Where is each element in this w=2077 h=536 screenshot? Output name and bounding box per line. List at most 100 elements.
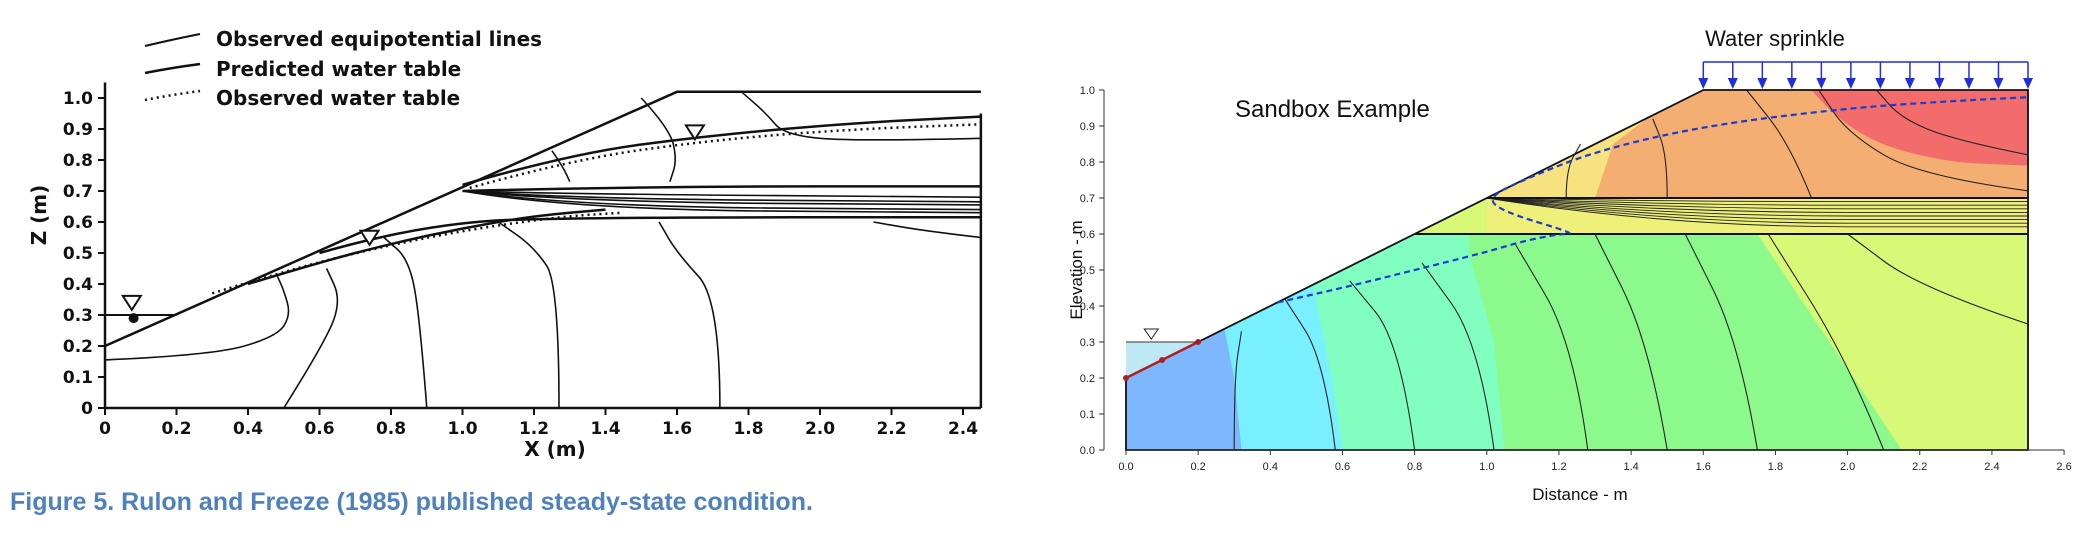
layer-bottom-line [319,216,981,255]
y-tick-label: 0.8 [1080,157,1095,169]
sprinkle-arrowhead-icon [1786,78,1797,89]
water-level-marker-icon [358,229,381,247]
right-plot-area: 0.0 0.2 0.4 0.6 0.8 1.0 1.2 1.4 1.6 1.8 2.0 2.2 2.4 2… [1067,26,2072,504]
y-tick-label: 0.9 [1080,121,1095,133]
sprinkle-arrowhead-icon [1963,78,1974,89]
x-tick-label: 0.2 [161,419,191,439]
x-tick-label: 2.2 [876,419,906,439]
contour-line [1767,233,1885,451]
contour-line [1421,262,1495,451]
y-tick-label: 0.0 [1080,445,1095,457]
y-tick-label: 0.3 [63,306,93,326]
left-legend: Observed equipotential lines Predicted wa… [144,27,542,110]
x-tick-label: 1.4 [590,419,620,439]
sprinkle-arrows [1698,61,2033,89]
y-tick-label: 0.1 [1080,409,1095,421]
y-tick-label: 0.2 [63,337,93,357]
sprinkle-arrowhead-icon [1993,78,2004,89]
equipotential-line [551,150,571,183]
y-tick-label: 0.4 [1080,301,1095,313]
band-fill [1811,90,2028,166]
contour-line [1515,244,1589,451]
equipotential-line [383,236,428,409]
equipotential-line [640,97,676,182]
equipotential-line [497,221,560,409]
perched-layer-line [462,190,981,214]
seepage-node [1123,375,1129,381]
x-axis-title: X (m) [524,437,586,461]
y-tick-label: 0.4 [63,275,93,295]
contour-line [1284,298,1336,451]
contour-line [1594,233,1668,451]
equipotential-line [740,91,981,141]
sprinkle-arrowhead-icon [1845,78,1856,89]
y-tick-label: 0.2 [1080,373,1095,385]
sprinkle-arrowhead-icon [1904,78,1915,89]
chart-title: Sandbox Example [1235,96,1430,123]
contour-line [1349,280,1416,451]
left-chart-svg: 0 0.2 0.4 0.6 0.8 1.0 1.2 1.4 1.6 1.8 2.0 2.2 2.4 0 0.… [27,27,983,461]
perched-layer-line [462,190,981,206]
y-tick-label: 0.5 [63,244,93,264]
x-tick-label: 1.2 [1551,461,1566,473]
contour-line [1233,331,1243,451]
x-tick-label: 1.8 [733,419,763,439]
layer-contour-line [1486,197,2028,221]
x-tick-label: 0 [99,419,111,439]
y-tick-label: 0 [81,399,93,419]
y-tick-label: 0.1 [63,368,93,388]
water-level-marker-icon [120,294,143,312]
y-tick-label: 1.0 [63,89,93,109]
water-level-marker-icon [1143,328,1160,340]
x-tick-label: 1.4 [1623,461,1638,473]
y-tick-label: 0.8 [63,151,93,171]
sprinkle-arrowhead-icon [1875,78,1886,89]
sprinkle-arrowhead-icon [1816,78,1827,89]
y-tick-label: 0.5 [1080,265,1095,277]
x-tick-label: 0.8 [1407,461,1422,473]
x-tick-label: 1.2 [519,419,549,439]
x-tick-label: 0.4 [1263,461,1278,473]
legend-label: Observed water table [216,86,460,110]
x-tick-label: 0.6 [304,419,334,439]
seepage-node [1159,357,1166,363]
pond-point-marker [128,313,139,324]
y-axis-title: Z (m) [27,185,51,246]
observed-water-table [211,211,624,295]
water-level-marker-icon [684,124,706,142]
predicted-water-table-upper [462,115,981,187]
y-tick-label: 0.6 [1080,229,1095,241]
contour-line [1876,89,2029,156]
sprinkle-arrowhead-icon [1698,78,1709,89]
layer-top-line [462,185,981,193]
x-tick-label: 2.2 [1912,461,1927,473]
x-tick-label: 2.0 [1840,461,1855,473]
left-plot-area: 0 0.2 0.4 0.6 0.8 1.0 1.2 1.4 1.6 1.8 2.0 2.2 2.4 0 0.… [27,27,983,461]
contour-line [1565,143,1582,199]
y-tick-label: 0.7 [63,182,93,202]
sprinkle-arrowhead-icon [1934,78,1945,89]
legend-label: Observed equipotential lines [216,27,542,51]
x-tick-label: 1.8 [1768,461,1783,473]
legend-symbol-observed [144,89,201,102]
x-tick-label: 2.4 [948,419,978,439]
x-tick-label: 0.8 [376,419,406,439]
contour-line [1818,89,2029,192]
y-axis-title: Elevation - m [1067,220,1086,319]
legend-symbol-predicted [144,62,201,75]
water-table-line [1277,96,2029,304]
equipotential-line [873,221,981,239]
layer-contour-line [1486,197,2028,224]
x-tick-label: 2.4 [1984,461,1999,473]
equipotential-line [283,268,339,409]
y-tick-label: 0.9 [63,120,93,140]
rulon-freeze-chart: 0 0.2 0.4 0.6 0.8 1.0 1.2 1.4 1.6 1.8 2.0 2.2 2.4 0 0.… [0,0,1040,470]
x-tick-label: 1.0 [447,419,477,439]
y-tick-label: 0.7 [1080,193,1095,205]
equipotential-line [658,221,721,409]
sprinkle-arrowhead-icon [1757,78,1768,89]
x-tick-label: 2.0 [805,419,835,439]
x-tick-label: 1.6 [662,419,692,439]
legend-label: Predicted water table [216,57,461,81]
sprinkle-annotation: Water sprinkle [1705,26,1845,51]
